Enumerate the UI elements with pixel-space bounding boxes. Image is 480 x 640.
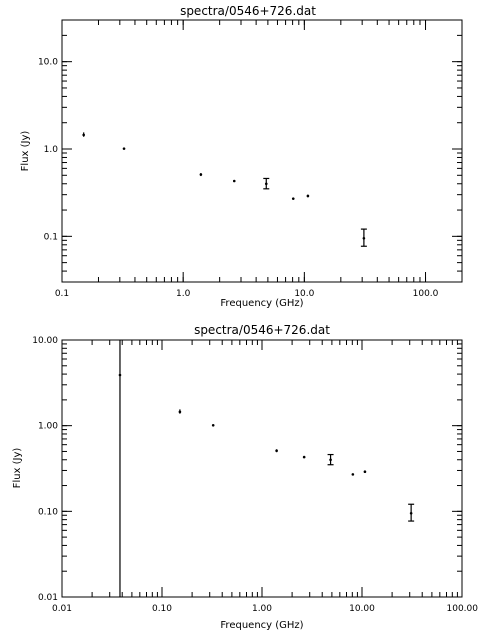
point-marker	[199, 173, 203, 176]
chart-panel-top: spectra/0546+726.dat 0.1 1.0 10.0 100.0 0.1…	[20, 4, 463, 309]
chart-title: spectra/0546+726.dat	[180, 4, 316, 18]
x-ticks: 0.1 1.0 10.0 100.0	[55, 20, 439, 299]
y-ticks: 0.1 1.0 10.0	[38, 34, 462, 272]
data-point	[408, 503, 415, 522]
data-point	[178, 409, 182, 414]
y-tick-label: 1.00	[38, 422, 58, 432]
data-point	[302, 455, 306, 459]
point-marker	[306, 194, 310, 198]
x-tick-label: 100.0	[413, 289, 439, 299]
y-axis-label: Flux (Jy)	[12, 448, 23, 489]
data-point	[306, 194, 310, 198]
point-marker	[363, 470, 367, 474]
y-axis-label: Flux (Jy)	[20, 131, 31, 172]
data-point	[351, 473, 355, 476]
data-points	[82, 132, 367, 247]
point-marker	[211, 423, 215, 427]
y-ticks: 0.01 0.10 1.00 10.00	[32, 336, 462, 603]
x-tick-label: 1.0	[176, 289, 191, 299]
data-point	[118, 340, 122, 597]
data-point	[275, 449, 278, 453]
y-tick-label: 1.0	[44, 145, 59, 155]
x-tick-label: 100.00	[447, 604, 479, 614]
chart-title: spectra/0546+726.dat	[194, 323, 330, 337]
point-marker	[275, 449, 278, 453]
x-axis-label: Frequency (GHz)	[220, 298, 303, 309]
x-tick-label: 1.00	[252, 604, 272, 614]
point-marker	[362, 236, 366, 240]
point-marker	[264, 182, 268, 186]
y-tick-label: 10.00	[32, 336, 58, 346]
x-tick-label: 0.01	[52, 604, 72, 614]
y-tick-label: 0.01	[38, 593, 58, 603]
point-marker	[351, 473, 355, 476]
data-point	[327, 453, 334, 466]
data-point	[82, 132, 85, 137]
data-point	[199, 173, 203, 177]
data-point	[232, 179, 236, 183]
y-tick-label: 0.10	[38, 507, 58, 517]
point-marker	[118, 373, 122, 377]
x-tick-label: 0.10	[152, 604, 172, 614]
data-point	[122, 147, 126, 150]
point-marker	[329, 458, 332, 462]
x-ticks: 0.01 0.10 1.00 10.00 100.00	[52, 340, 478, 614]
data-point	[360, 228, 367, 247]
point-marker	[232, 179, 236, 183]
data-point	[211, 423, 215, 427]
data-point	[363, 470, 367, 474]
point-marker	[122, 147, 126, 150]
plot-frame	[61, 339, 463, 598]
plot-frame	[61, 19, 463, 283]
point-marker	[302, 455, 306, 459]
x-tick-label: 0.1	[55, 289, 69, 299]
point-marker	[291, 197, 295, 200]
y-tick-label: 10.0	[38, 58, 58, 68]
point-marker	[82, 133, 85, 137]
data-points	[118, 340, 415, 597]
x-tick-label: 10.0	[294, 289, 314, 299]
point-marker	[409, 511, 413, 515]
chart-panel-bottom: spectra/0546+726.dat 0.01 0.10 1.00 10.00 10…	[12, 323, 478, 631]
data-point	[291, 197, 295, 200]
x-tick-label: 10.00	[349, 604, 375, 614]
data-point	[263, 177, 270, 190]
y-tick-label: 0.1	[44, 232, 58, 242]
point-marker	[178, 410, 182, 414]
x-axis-label: Frequency (GHz)	[220, 620, 303, 631]
